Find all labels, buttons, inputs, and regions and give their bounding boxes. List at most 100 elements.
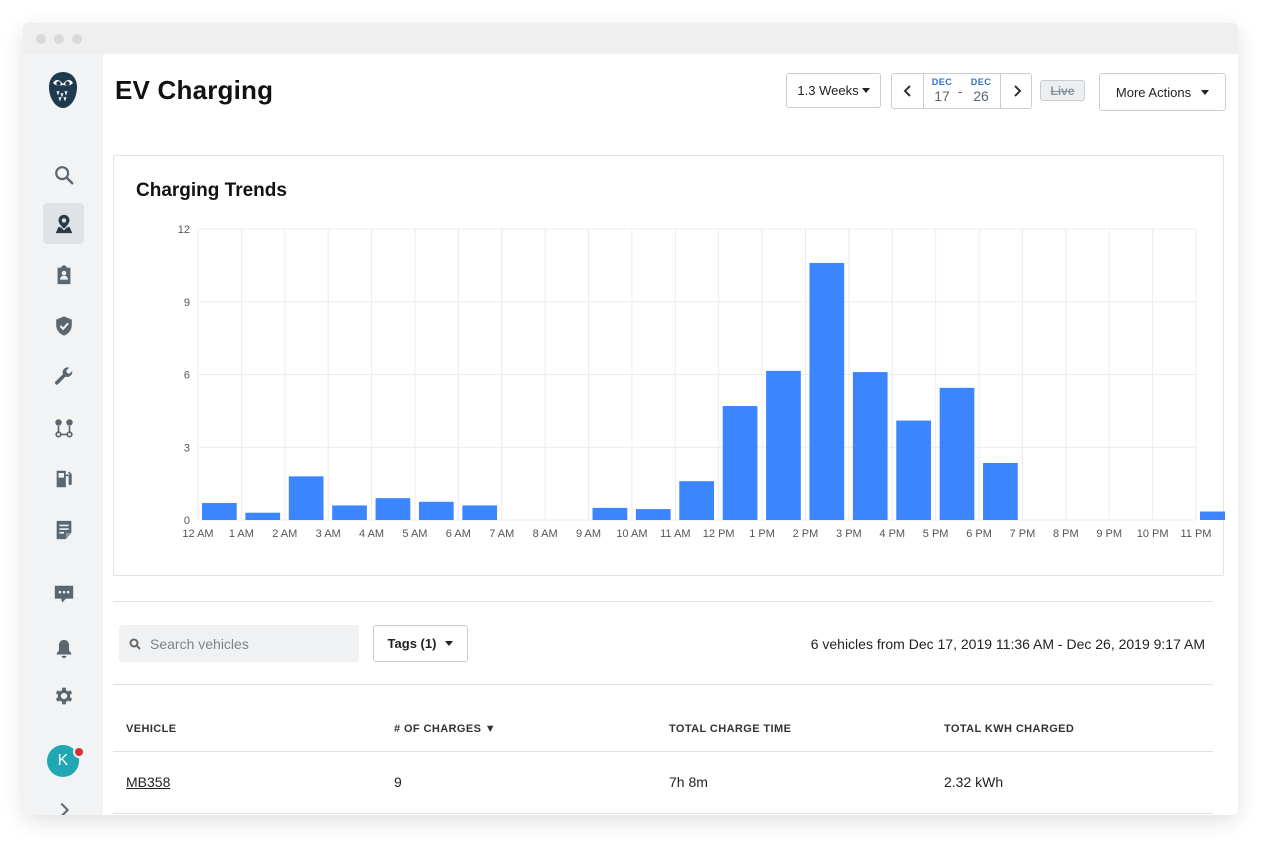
chart-bar [809, 262, 845, 520]
document-icon [56, 520, 71, 539]
clipboard-icon [57, 264, 70, 284]
charges-cell: 9 [394, 774, 402, 790]
chart-bar [679, 481, 715, 520]
chart-x-tick-label: 11 AM [660, 528, 690, 540]
tags-dropdown[interactable]: Tags (1) [373, 625, 468, 662]
chevron-right-icon [60, 802, 69, 815]
search-icon [129, 638, 141, 650]
chart-x-tick-label: 5 PM [923, 528, 949, 540]
chart-bar [983, 463, 1018, 520]
column-header-kwh[interactable]: TOTAL KWH CHARGED [944, 723, 1075, 735]
chat-icon [54, 585, 73, 603]
live-toggle-button[interactable]: Live [1040, 80, 1085, 101]
date-range-divider [1000, 74, 1001, 108]
chart-y-tick-label: 6 [184, 370, 190, 382]
chart-bar [375, 498, 411, 520]
route-icon [54, 418, 73, 438]
charging-trends-chart: 0 3 6 9 12 12 AM 1 AM 2 AM 3 AM 4 AM 5 AM 6 AM 7 AM 8… [178, 224, 1225, 540]
start-date[interactable]: DEC 17 [927, 77, 957, 104]
sidebar: K [23, 54, 103, 815]
charging-trends-card: Charging Trends 0 3 6 9 12 12 AM 1 AM 2 AM 3 AM 4… [113, 155, 1225, 576]
charge-time-cell: 7h 8m [669, 774, 708, 790]
caret-down-icon [861, 88, 870, 93]
section-divider [113, 601, 1213, 602]
window-dot-minimize[interactable] [54, 34, 64, 44]
column-header-vehicle[interactable]: VEHICLE [126, 723, 177, 735]
owl-logo-icon[interactable] [48, 71, 78, 109]
table-row-divider [113, 813, 1213, 814]
sidebar-expand-button[interactable] [43, 789, 84, 815]
chart-x-tick-label: 8 AM [533, 528, 558, 540]
chart-x-tick-label: 6 AM [446, 528, 471, 540]
vehicle-summary-text: 6 vehicles from Dec 17, 2019 11:36 AM - … [810, 636, 1205, 652]
search-box[interactable] [119, 625, 359, 662]
sidebar-item-safety[interactable] [43, 305, 84, 346]
chart-bar [332, 505, 367, 520]
chart-x-tick-label: 3 AM [316, 528, 341, 540]
chart-x-tick-label: 5 AM [402, 528, 427, 540]
sidebar-item-messages[interactable] [43, 573, 84, 614]
window-dot-close[interactable] [36, 34, 46, 44]
chart-x-tick-label: 9 PM [1096, 528, 1122, 540]
table-header-divider [113, 751, 1213, 752]
chart-x-tick-label: 8 PM [1053, 528, 1079, 540]
chart-bar [766, 370, 801, 520]
chart-bar [202, 503, 237, 520]
chart-x-tick-label: 1 PM [749, 528, 775, 540]
chart-bar [245, 512, 281, 520]
more-actions-button[interactable]: More Actions [1099, 73, 1226, 111]
search-input[interactable] [150, 635, 350, 652]
sidebar-item-map[interactable] [43, 203, 84, 244]
chart-bar [592, 507, 628, 520]
chart-bar [288, 476, 324, 520]
caret-down-icon [445, 641, 454, 646]
sidebar-item-fuel[interactable] [43, 458, 84, 499]
chart-x-tick-label: 10 AM [616, 528, 647, 540]
chart-x-tick-label: 7 AM [489, 528, 514, 540]
window-titlebar [23, 23, 1238, 54]
section-divider [113, 684, 1213, 685]
chart-bar [462, 505, 498, 520]
previous-range-button[interactable] [892, 74, 923, 108]
chart-y-tick-label: 0 [184, 515, 190, 527]
sidebar-item-settings[interactable] [43, 675, 84, 716]
sidebar-item-search[interactable] [43, 154, 84, 195]
chart-x-tick-label: 11 PM [1181, 528, 1212, 540]
chart-x-tick-label: 2 AM [272, 528, 297, 540]
tags-label: Tags (1) [387, 636, 437, 651]
chart-bar [939, 387, 975, 520]
sidebar-item-routes[interactable] [43, 407, 84, 448]
sidebar-item-maintenance[interactable] [43, 356, 84, 397]
end-date[interactable]: DEC 26 [966, 77, 996, 104]
notification-dot [73, 746, 85, 758]
chart-y-tick-label: 3 [184, 442, 190, 454]
duration-label: 1.3 Weeks [797, 83, 859, 98]
chart-x-tick-label: 4 AM [359, 528, 384, 540]
fuel-pump-icon [56, 470, 72, 487]
chart-x-tick-label: 12 PM [703, 528, 735, 540]
main-content: EV Charging 1.3 Weeks DEC 17 - DEC 26 Li… [103, 54, 1238, 815]
chart-x-tick-label: 1 AM [229, 528, 254, 540]
column-header-charge-time[interactable]: TOTAL CHARGE TIME [669, 723, 792, 735]
chevron-left-icon [903, 85, 911, 97]
avatar-initial: K [57, 752, 69, 769]
chart-x-tick-label: 12 AM [182, 528, 213, 540]
end-month: DEC [970, 77, 992, 87]
vehicle-link[interactable]: MB358 [126, 774, 171, 790]
chart-x-tick-label: 3 PM [836, 528, 862, 540]
chart-bar [722, 406, 758, 520]
window-dot-maximize[interactable] [72, 34, 82, 44]
next-range-button[interactable] [1001, 74, 1032, 108]
chart-bar [852, 372, 888, 520]
date-range-picker: DEC 17 - DEC 26 [891, 73, 1032, 109]
chart-y-tick-label: 12 [178, 224, 190, 236]
sidebar-item-alerts[interactable] [43, 628, 84, 669]
sidebar-item-documents[interactable] [43, 509, 84, 550]
duration-dropdown[interactable]: 1.3 Weeks [786, 73, 881, 108]
date-range-dash: - [958, 84, 963, 99]
sidebar-item-assignments[interactable] [43, 254, 84, 295]
chart-bar [635, 509, 671, 520]
map-pin-icon [55, 214, 72, 233]
column-header-charges[interactable]: # OF CHARGES ▼ [394, 723, 497, 735]
chart-x-tick-label: 4 PM [879, 528, 905, 540]
